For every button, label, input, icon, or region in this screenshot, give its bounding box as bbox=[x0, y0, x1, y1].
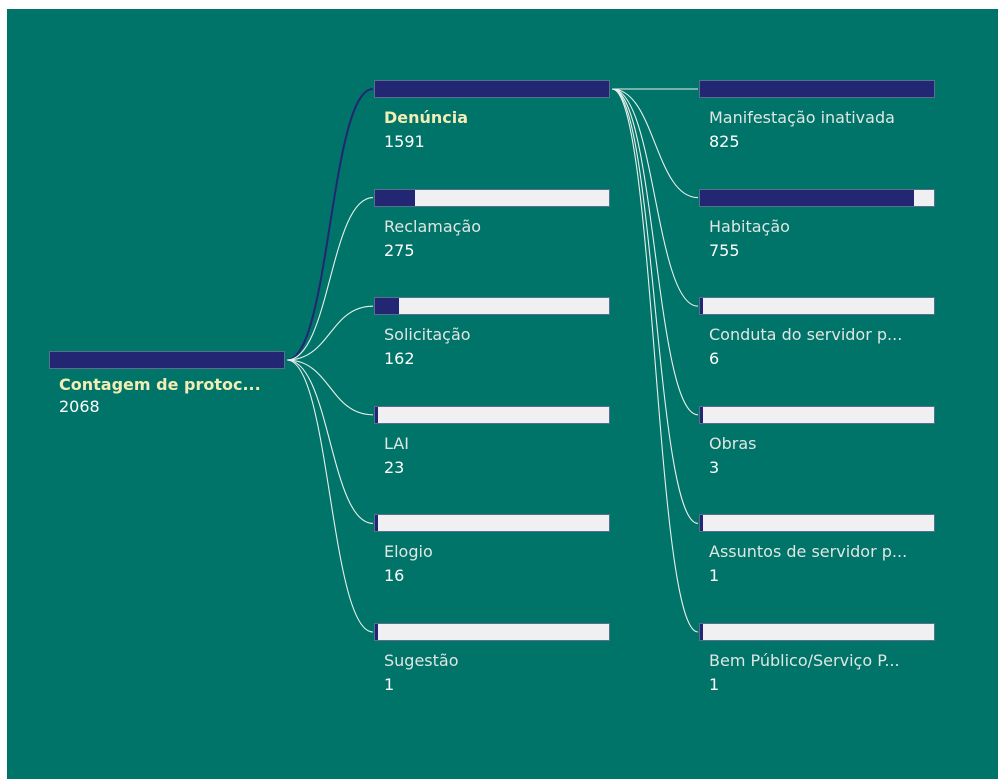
tree-node[interactable]: Denúncia 1591 bbox=[374, 80, 610, 160]
node-value: 825 bbox=[709, 132, 740, 151]
node-label: Bem Público/Serviço P... bbox=[709, 651, 900, 670]
node-label: Elogio bbox=[384, 542, 433, 562]
tree-node[interactable]: Solicitação 162 bbox=[374, 297, 610, 377]
link-root-to-4 bbox=[286, 359, 374, 524]
node-value: 162 bbox=[384, 349, 415, 369]
node-value: 16 bbox=[384, 566, 405, 586]
tree-node[interactable]: Reclamação 275 bbox=[374, 188, 610, 269]
node-value: 6 bbox=[709, 349, 720, 369]
node-label: Habitação bbox=[709, 216, 790, 236]
node-bar-fill bbox=[375, 624, 378, 640]
node-label: LAI bbox=[384, 433, 409, 453]
link-level1-to-2 bbox=[611, 88, 699, 307]
node-value: 755 bbox=[709, 240, 740, 260]
node-value: 275 bbox=[384, 240, 415, 260]
node-bar bbox=[374, 80, 610, 98]
tree-node[interactable]: Contagem de protoc... 2068 bbox=[49, 351, 285, 431]
node-label: Manifestação inativada bbox=[709, 108, 895, 127]
node-bar-fill bbox=[700, 189, 915, 206]
node-label: Solicitação bbox=[384, 325, 471, 345]
link-root-to-5 bbox=[286, 359, 374, 633]
tree-node[interactable]: Obras 3 bbox=[699, 405, 935, 486]
node-bar bbox=[49, 351, 285, 369]
link-root-to-0 bbox=[286, 88, 374, 361]
node-label: Reclamação bbox=[384, 216, 482, 236]
node-bar-fill bbox=[700, 298, 703, 315]
node-bar bbox=[699, 297, 935, 316]
link-root-to-3 bbox=[286, 359, 374, 416]
tree-node[interactable]: LAI 23 bbox=[374, 405, 610, 486]
node-bar bbox=[374, 188, 610, 207]
tree-node[interactable]: Elogio 16 bbox=[374, 514, 610, 594]
node-label: Conduta do servidor p... bbox=[709, 325, 903, 345]
node-bar-fill bbox=[700, 406, 703, 423]
node-bar-fill bbox=[375, 189, 416, 206]
node-bar bbox=[374, 297, 610, 316]
link-root-to-2 bbox=[286, 305, 374, 361]
link-level1-to-3 bbox=[611, 88, 699, 416]
node-bar bbox=[699, 188, 935, 207]
node-label: Denúncia bbox=[384, 108, 469, 127]
node-value: 1591 bbox=[384, 132, 425, 151]
tree-node[interactable]: Bem Público/Serviço P... 1 bbox=[699, 623, 935, 703]
connector-links bbox=[286, 88, 699, 633]
node-bar bbox=[374, 405, 610, 424]
node-label: Assuntos de servidor p... bbox=[709, 542, 908, 562]
node-bar-fill bbox=[50, 352, 284, 368]
node-bar-fill bbox=[375, 298, 399, 315]
tree-node[interactable]: Manifestação inativada 825 bbox=[699, 80, 935, 160]
node-bar-fill bbox=[700, 515, 703, 532]
tree-node[interactable]: Habitação 755 bbox=[699, 188, 935, 269]
node-value: 23 bbox=[384, 457, 405, 477]
link-level1-to-1 bbox=[611, 88, 699, 199]
node-bar bbox=[699, 405, 935, 424]
node-bar bbox=[374, 514, 610, 533]
node-value: 1 bbox=[709, 675, 720, 694]
node-bar-fill bbox=[375, 406, 379, 423]
tree-node[interactable]: Sugestão 1 bbox=[374, 623, 610, 703]
node-label: Contagem de protoc... bbox=[59, 375, 261, 394]
link-level1-to-5 bbox=[611, 88, 699, 633]
node-bar bbox=[699, 514, 935, 533]
node-value: 1 bbox=[384, 675, 395, 694]
node-value: 3 bbox=[709, 457, 720, 477]
node-bar-fill bbox=[700, 624, 703, 640]
node-label: Obras bbox=[709, 433, 757, 453]
node-bar bbox=[374, 623, 610, 641]
decomposition-tree: Contagem de protoc... 2068 Denúncia 1591 Rec… bbox=[7, 9, 998, 779]
link-root-to-1 bbox=[286, 197, 374, 361]
tree-node[interactable]: Assuntos de servidor p... 1 bbox=[699, 514, 935, 594]
node-value: 2068 bbox=[59, 397, 100, 416]
node-value: 1 bbox=[709, 566, 720, 586]
link-level1-to-4 bbox=[611, 88, 699, 524]
node-bar-fill bbox=[375, 81, 609, 97]
node-label: Sugestão bbox=[384, 651, 459, 670]
node-bar bbox=[699, 80, 935, 98]
node-bar-fill bbox=[375, 515, 378, 532]
node-bar-fill bbox=[700, 81, 934, 97]
node-bar bbox=[699, 623, 935, 641]
tree-node[interactable]: Conduta do servidor p... 6 bbox=[699, 297, 935, 377]
